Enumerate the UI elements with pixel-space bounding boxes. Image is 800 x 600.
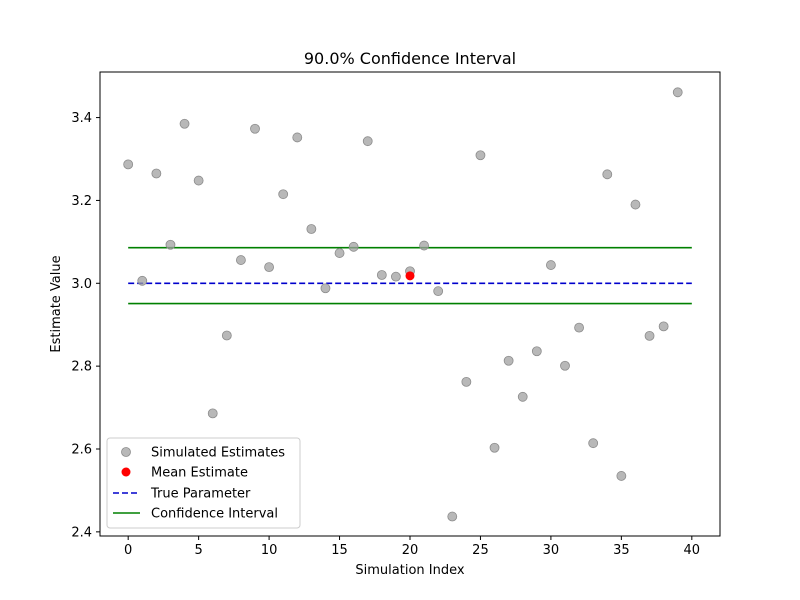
simulated-estimate-point (391, 271, 401, 282)
x-tick-label: 25 (472, 543, 489, 558)
y-tick-label: 3.2 (71, 194, 92, 209)
y-axis-label: Estimate Value (49, 255, 64, 352)
simulated-estimate-point (348, 241, 359, 252)
x-tick-label: 40 (684, 543, 701, 558)
simulated-estimate-point (447, 511, 458, 522)
simulated-estimate-point (546, 260, 556, 270)
simulated-estimate-point (588, 438, 599, 449)
legend-marker (121, 467, 131, 477)
simulated-estimate-point (207, 408, 218, 419)
simulated-estimate-point (560, 360, 570, 371)
y-axis: 2.4 2.6 2.8 3.0 3.2 3.4 (71, 111, 100, 540)
x-tick-label: 10 (261, 543, 278, 558)
simulated-estimate-point (616, 471, 627, 481)
x-axis: 0 5 10 15 20 25 30 35 40 (124, 536, 700, 558)
simulated-estimate-point (531, 346, 542, 357)
simulated-estimate-point (630, 199, 641, 210)
simulated-estimate-point (517, 391, 528, 402)
simulated-estimate-point (151, 168, 162, 179)
simulated-estimate-point (320, 283, 331, 294)
legend-label: Confidence Interval (151, 507, 278, 522)
simulated-estimate-point (306, 224, 317, 234)
legend-label: Mean Estimate (151, 466, 248, 481)
simulated-estimate-point (292, 132, 303, 143)
simulated-estimate-point (461, 376, 472, 387)
x-tick-label: 5 (194, 543, 202, 558)
legend-label: True Parameter (150, 487, 251, 502)
y-tick-label: 2.4 (71, 525, 92, 540)
x-tick-label: 20 (402, 543, 419, 558)
simulated-estimate-point (250, 123, 260, 134)
simulated-estimate-point (489, 442, 500, 453)
simulated-estimate-point (376, 270, 387, 280)
simulated-estimate-point (236, 255, 246, 265)
legend-box (106, 437, 301, 529)
simulated-estimate-point (419, 240, 429, 251)
plot-area (123, 87, 692, 522)
simulated-estimate-point (264, 262, 274, 273)
x-tick-label: 30 (543, 543, 560, 558)
y-tick-label: 3.4 (71, 111, 92, 126)
y-tick-label: 2.8 (71, 360, 92, 375)
simulated-estimate-point (503, 355, 514, 366)
simulated-estimate-point (179, 118, 190, 129)
simulated-estimate-point (221, 330, 232, 341)
legend: Simulated Estimates Mean Estimate True Par… (106, 437, 301, 529)
simulated-estimate-point (362, 136, 373, 147)
legend-marker (121, 447, 131, 457)
simulated-estimate-point (574, 322, 584, 333)
x-tick-label: 0 (124, 543, 132, 558)
simulated-estimate-point (672, 87, 683, 98)
x-axis-label: Simulation Index (355, 563, 464, 578)
legend-items: Simulated Estimates Mean Estimate True Par… (113, 446, 285, 522)
simulated-estimate-point (334, 248, 345, 258)
y-tick-label: 2.6 (71, 443, 92, 458)
simulated-estimate-point (278, 189, 289, 200)
simulated-estimate-point (433, 286, 444, 297)
simulated-estimate-point (193, 175, 204, 186)
simulated-estimate-point (165, 239, 176, 250)
y-tick-label: 3.0 (71, 277, 92, 292)
chart-title: 90.0% Confidence Interval (304, 49, 516, 68)
simulated-estimate-point (123, 159, 134, 170)
simulated-estimate-point (137, 275, 148, 286)
x-tick-label: 35 (613, 543, 630, 558)
simulated-estimate-point (475, 150, 486, 161)
simulated-estimate-point (644, 330, 655, 341)
mean-estimate-point (405, 271, 415, 281)
simulated-estimate-point (658, 321, 669, 332)
x-tick-label: 15 (331, 543, 348, 558)
simulated-estimate-point (602, 169, 613, 180)
legend-label: Simulated Estimates (151, 446, 285, 461)
